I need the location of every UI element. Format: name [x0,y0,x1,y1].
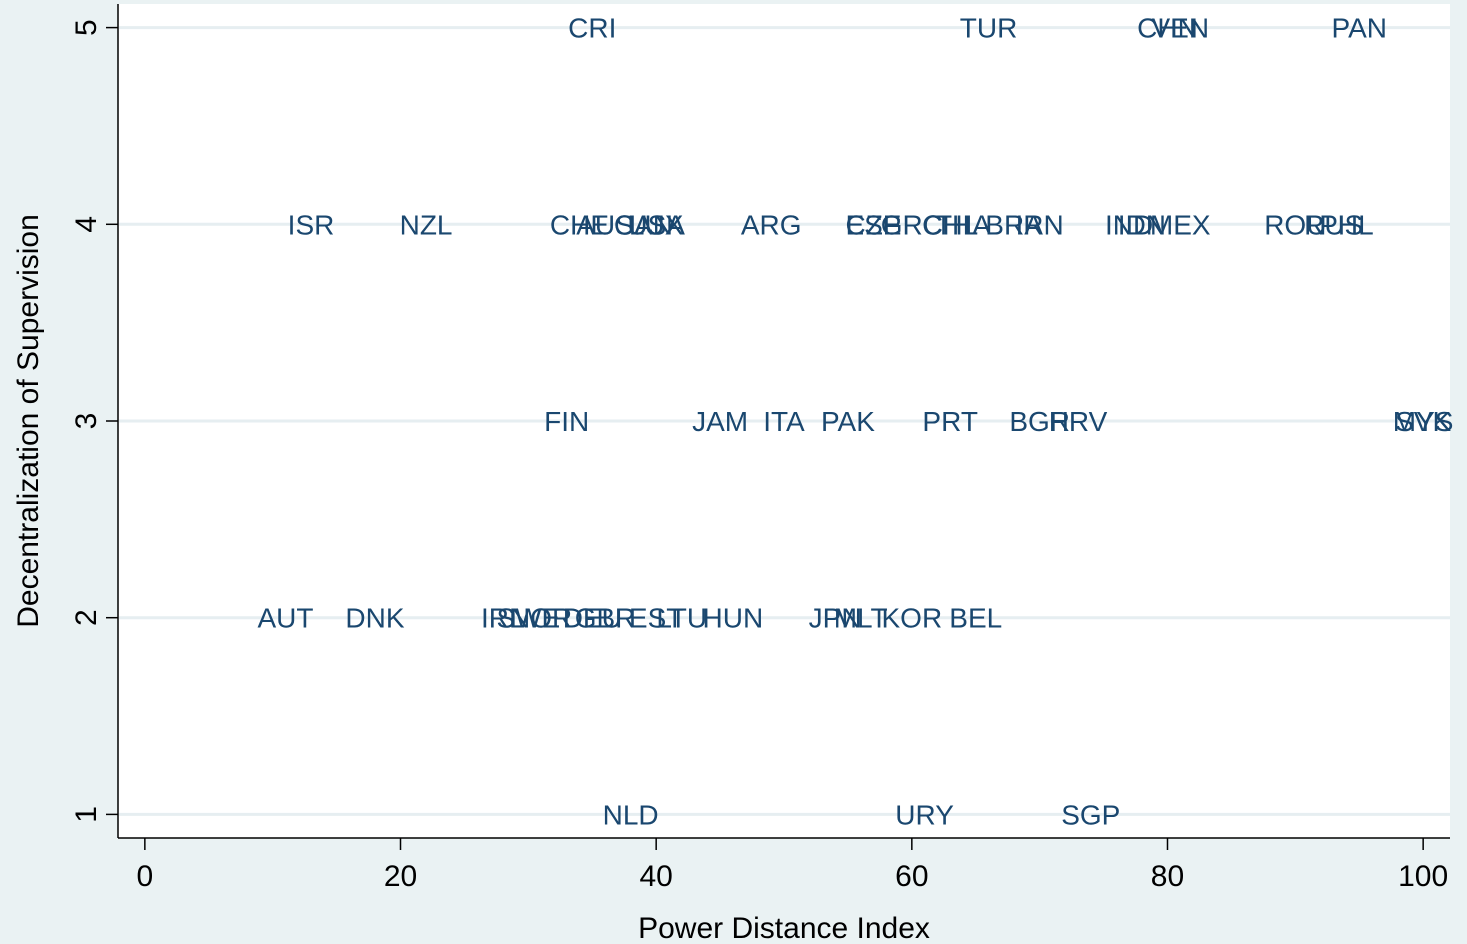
point-label: AUT [257,603,313,634]
point-label: BEL [949,603,1002,634]
point-label: PHL [1319,209,1373,240]
point-label: CAN [614,209,673,240]
point-label: ARG [741,209,802,240]
x-tick-label: 0 [137,860,154,893]
point-label: GRC [881,209,943,240]
point-label: USA [627,209,685,240]
y-tick-label: 1 [70,806,103,823]
point-label: PRT [922,406,978,437]
point-label: IND [1105,209,1153,240]
point-label: CHN [1137,13,1198,44]
point-label: NOR [510,603,572,634]
y-tick-label: 4 [70,216,103,233]
point-label: BGR [1009,406,1070,437]
point-label: VEN [1151,13,1209,44]
point-label: ROU [1264,209,1326,240]
point-label: KOR [881,603,942,634]
point-label: SVK [1395,406,1451,437]
point-label: PAK [821,406,875,437]
point-label: NLD [603,799,659,830]
point-label: TUR [960,13,1018,44]
point-label: JPN [809,603,862,634]
y-tick-label: 5 [70,19,103,36]
point-label: PAN [1331,13,1387,44]
point-label: RUS [1304,209,1363,240]
point-label: IRN [1016,209,1064,240]
y-axis-title: Decentralization of Supervision [12,214,45,628]
point-label: CHE [550,209,609,240]
point-label: MEX [1150,209,1211,240]
y-tick-label: 3 [70,413,103,430]
point-label: DEU [563,603,622,634]
y-tick-label: 2 [70,609,103,626]
x-tick-label: 20 [384,860,417,893]
x-tick-label: 60 [895,860,928,893]
point-label: EST [629,603,683,634]
point-label: BRA [985,209,1043,240]
point-label: THA [935,209,991,240]
point-label: CRI [568,13,616,44]
point-label: IRL [481,603,525,634]
x-axis-title: Power Distance Index [638,912,930,944]
point-label: MLT [834,603,888,634]
point-label: ISR [288,209,335,240]
point-label: LUX [629,209,684,240]
point-label: LTU [656,603,707,634]
point-label: SWE [496,603,560,634]
x-tick-label: 40 [639,860,672,893]
point-label: ITA [763,406,805,437]
point-label: URY [895,799,954,830]
point-label: AUS [576,209,634,240]
point-label: NZL [400,209,453,240]
point-label: JAM [692,406,748,437]
x-tick-label: 80 [1151,860,1184,893]
point-label: HUN [703,603,764,634]
point-label: GBR [575,603,636,634]
point-label: CZE [845,209,901,240]
point-label: SGP [1061,799,1120,830]
point-label: HRV [1049,406,1108,437]
point-label: ESP [845,209,901,240]
point-label: FIN [544,406,589,437]
point-label: CHL [922,209,978,240]
point-label: IDN [1118,209,1166,240]
point-label: DNK [345,603,404,634]
point-label: MYS [1393,406,1454,437]
x-tick-label: 100 [1398,860,1448,893]
